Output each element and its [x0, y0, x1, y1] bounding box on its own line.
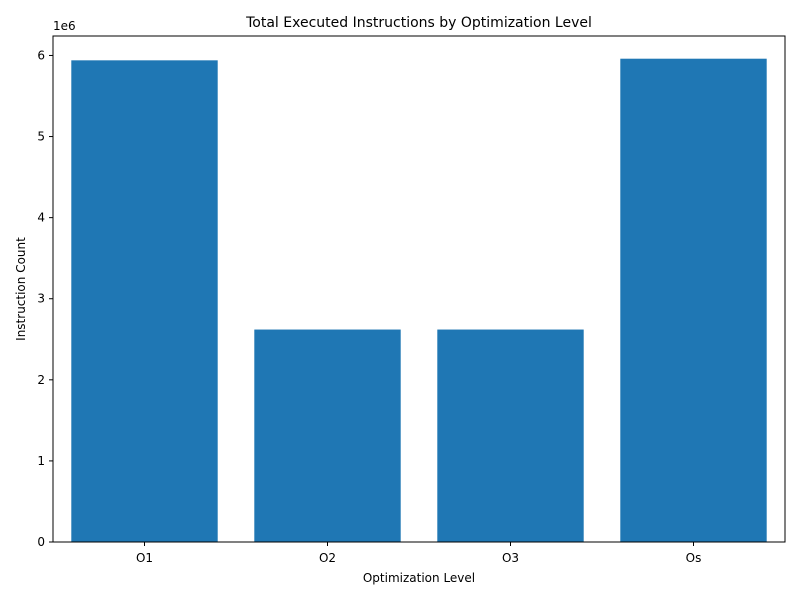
- y-tick-label: 4: [37, 211, 45, 225]
- y-axis-offset-label: 1e6: [53, 19, 76, 33]
- x-tick-label: O2: [319, 551, 336, 565]
- bar-o3: [437, 329, 584, 542]
- x-axis: O1 O2 O3 Os: [136, 542, 701, 565]
- plot-frame: [52, 35, 786, 543]
- x-axis-label: Optimization Level: [363, 571, 475, 585]
- y-axis-label: Instruction Count: [14, 237, 28, 341]
- chart-title: Total Executed Instructions by Optimizat…: [245, 15, 592, 31]
- bar-os: [620, 58, 767, 542]
- y-tick-label: 1: [37, 454, 45, 468]
- x-tick-label: O3: [502, 551, 519, 565]
- bar-o2: [254, 329, 401, 542]
- y-tick-label: 2: [37, 373, 45, 387]
- y-tick-label: 3: [37, 292, 45, 306]
- bars-group: [71, 58, 767, 542]
- y-tick-label: 5: [37, 130, 45, 144]
- bar-o1: [71, 60, 218, 542]
- x-tick-label: Os: [686, 551, 702, 565]
- x-tick-label: O1: [136, 551, 153, 565]
- y-axis: 0 1 2 3 4 5 6: [37, 48, 53, 549]
- y-tick-label: 0: [37, 535, 45, 549]
- y-tick-label: 6: [37, 48, 45, 62]
